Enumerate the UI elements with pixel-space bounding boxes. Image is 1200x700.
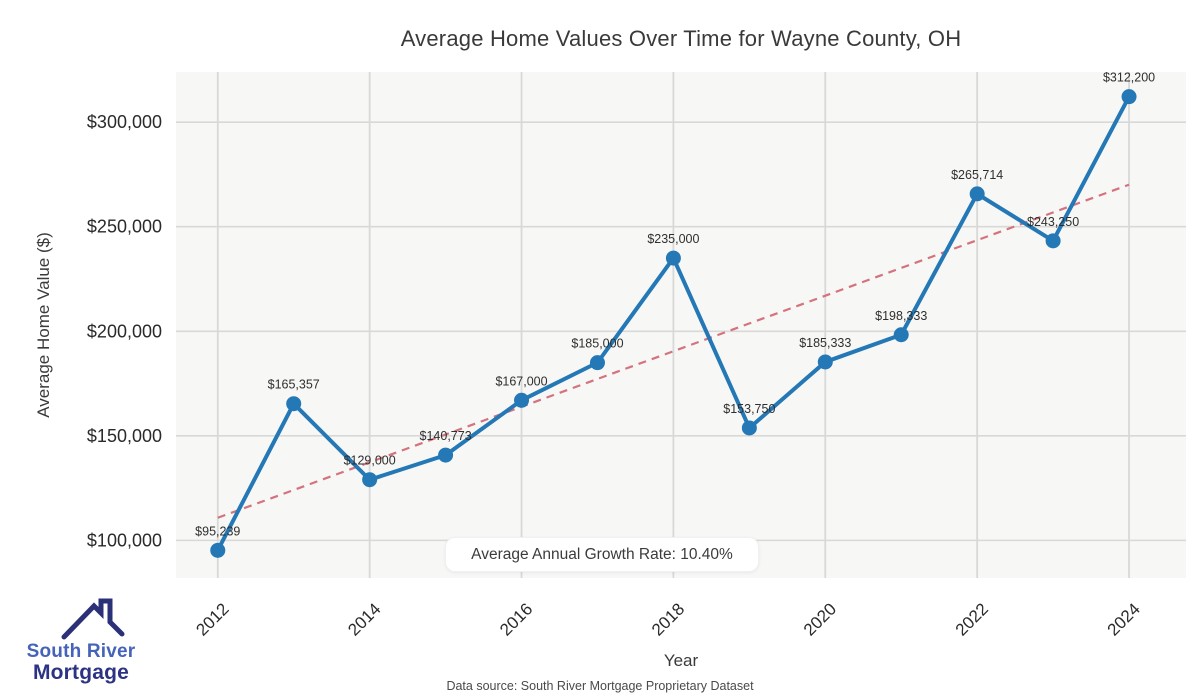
y-tick-label: $200,000 [87,321,162,341]
data-point [438,447,454,463]
point-label: $312,200 [1103,71,1155,85]
data-point [1121,89,1137,105]
point-label: $243,250 [1027,215,1079,229]
y-tick-label: $100,000 [87,530,162,550]
growth-rate-annotation: Average Annual Growth Rate: 10.40% [445,537,759,572]
point-label: $167,000 [495,374,547,388]
x-tick-label: 2020 [800,599,840,639]
point-label: $235,000 [647,232,699,246]
x-tick-label: 2014 [344,599,384,639]
company-logo: South River Mortgage [16,597,146,684]
logo-line1: South River [26,641,136,662]
y-axis-label: Average Home Value ($) [34,232,53,418]
plot-background [176,72,1186,578]
data-point [514,392,530,408]
data-point [589,355,605,371]
y-tick-label: $300,000 [87,112,162,132]
trend-line [217,183,1130,519]
y-tick-label: $150,000 [87,426,162,446]
point-label: $185,333 [799,336,851,350]
chart-title: Average Home Values Over Time for Wayne … [400,26,962,51]
x-tick-label: 2016 [496,599,536,639]
point-label: $153,750 [723,402,775,416]
x-tick-label: 2022 [952,599,992,639]
data-point [665,250,681,266]
y-tick-label: $250,000 [87,217,162,237]
logo-line2: Mortgage [32,660,130,684]
point-label: $95,239 [195,524,240,538]
x-tick-label: 2012 [192,599,232,639]
data-point [741,420,757,436]
data-point [210,542,226,558]
point-label: $140,773 [420,429,472,443]
x-axis-label: Year [663,651,699,670]
data-point [1045,233,1061,249]
house-roof-icon [61,598,125,640]
point-label: $185,000 [571,337,623,351]
point-label: $265,714 [951,168,1003,182]
data-point [893,327,909,343]
data-source-note: Data source: South River Mortgage Propri… [446,679,754,693]
point-label: $198,333 [875,309,927,323]
point-label: $165,357 [268,378,320,392]
x-tick-label: 2018 [648,599,688,639]
data-point [362,472,378,488]
point-label: $129,000 [344,454,396,468]
x-tick-label: 2024 [1104,599,1144,639]
data-point [286,396,302,412]
data-point [969,186,985,202]
data-point [817,354,833,370]
